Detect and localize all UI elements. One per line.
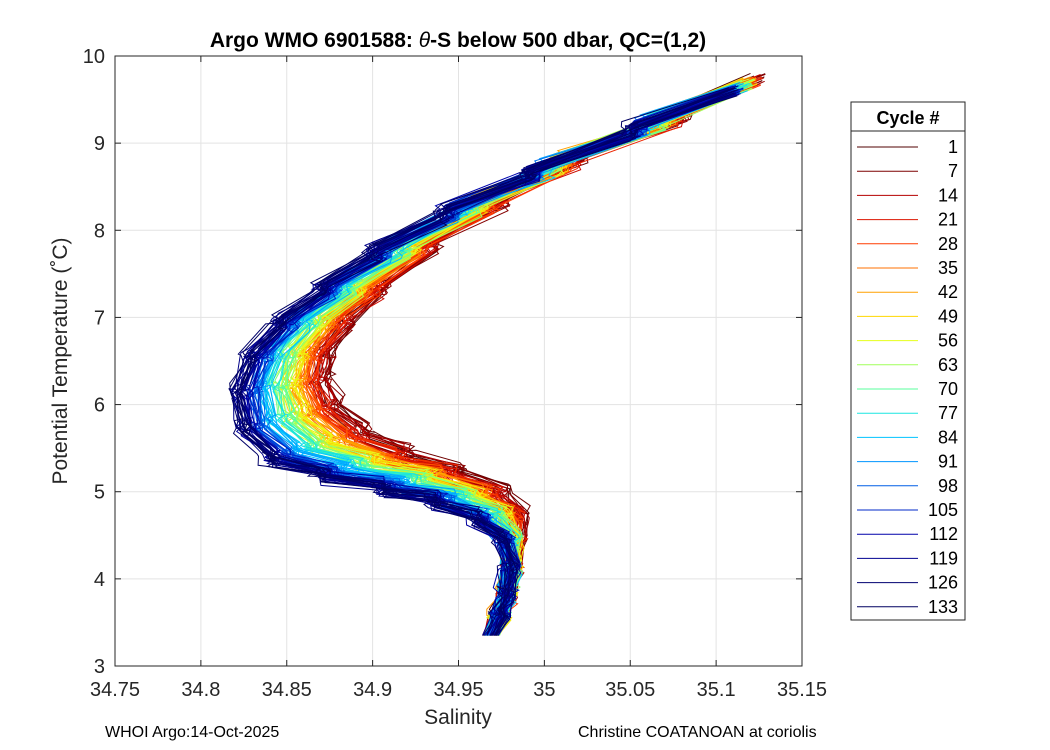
profile-cycle-101 [251,88,741,636]
y-tick-label: 8 [94,220,105,242]
legend-items: 1 7 14 21 28 35 42 49 56 63 70 77 84 91 98 105 112 119 126… [857,137,958,617]
profile-cycle-117 [238,85,737,636]
legend-label: 49 [938,306,958,326]
profile-cycle-126 [240,85,739,636]
legend-label: 126 [928,573,958,593]
profile-cycle-57 [289,78,755,636]
x-tick-label: 34.85 [262,679,312,701]
profile-cycle-130 [228,91,726,636]
legend-label: 77 [938,403,958,423]
profile-cycle-53 [291,79,756,636]
profile-cycle-107 [246,92,740,636]
y-tick-label: 7 [94,307,105,329]
profile-cycle-17 [311,77,755,636]
profile-cycle-116 [231,93,728,636]
legend-label: 56 [938,331,958,351]
profile-cycle-104 [248,89,739,636]
profile-cycle-33 [305,76,757,636]
grid-lines [114,55,803,667]
profile-cycle-31 [298,81,752,636]
legend-box [850,101,966,621]
x-tick-label: 35.1 [697,679,736,701]
profile-cycle-134 [236,95,738,636]
profile-cycle-66 [286,78,755,636]
profile-cycle-128 [231,87,733,636]
legend-title: Cycle # [876,108,939,128]
legend-label: 28 [938,234,958,254]
x-tick-label: 35 [533,679,555,701]
profile-cycle-32 [302,77,753,636]
legend-label: 84 [938,427,958,447]
footer-left-credit: WHOI Argo:14-Oct-2025 [105,724,280,741]
profile-cycle-92 [252,91,736,636]
y-axis-label: Potential Temperature (˚C) [49,237,72,484]
legend-label: 7 [948,161,958,181]
legend-label: 70 [938,379,958,399]
profile-cycle-26 [313,77,763,636]
y-tick-label: 10 [83,46,105,68]
y-axis: 3 4 5 6 7 8 9 10 [83,46,802,678]
legend-label: 91 [938,452,958,472]
profile-cycle-110 [240,87,736,636]
x-axis: 34.75 34.8 34.85 34.9 34.95 35 35.05 35.1 35.15 [90,56,827,701]
legend-label: 119 [929,548,958,568]
legend-label: 1 [948,137,958,157]
y-tick-label: 6 [94,395,105,417]
legend-label: 133 [928,597,958,617]
profile-cycle-39 [298,79,756,636]
legend-label: 112 [929,524,958,544]
legend-label: 63 [938,355,958,375]
profile-cycle-23 [312,76,762,636]
x-tick-label: 34.9 [353,679,392,701]
legend-label: 105 [928,500,958,520]
profile-cycle-3 [317,75,755,636]
profile-cycle-27 [305,76,755,636]
profile-cycle-13 [306,77,750,636]
profile-cycle-21 [308,76,757,636]
profile-cycle-88 [253,83,738,636]
x-tick-label: 34.75 [90,679,140,701]
chart-title: Argo WMO 6901588: θ-S below 500 dbar, QC… [210,29,706,52]
legend-label: 35 [938,258,958,278]
profile-cycle-1 [316,72,751,636]
legend-label: 42 [938,282,958,302]
x-tick-label: 35.15 [777,679,827,701]
profile-cycle-127 [238,89,738,636]
profile-cycle-6 [328,73,766,636]
y-tick-label: 5 [94,482,105,504]
x-tick-label: 35.05 [605,679,655,701]
y-tick-label: 4 [94,569,105,591]
x-tick-label: 34.8 [181,679,220,701]
x-axis-label: Salinity [424,706,492,729]
footer-right-credit: Christine COATANOAN at coriolis [578,724,817,741]
y-tick-label: 3 [94,656,105,678]
legend-label: 14 [938,185,958,205]
y-tick-label: 9 [94,133,105,155]
profile-cycle-22 [309,78,756,636]
legend-label: 98 [938,476,958,496]
data-series [228,72,766,636]
legend-label: 21 [938,210,958,230]
profile-cycle-37 [299,76,754,636]
legend: Cycle # 17142128354249566370778491981051… [850,101,966,621]
x-tick-label: 34.95 [433,679,483,701]
profile-cycle-44 [296,77,757,636]
